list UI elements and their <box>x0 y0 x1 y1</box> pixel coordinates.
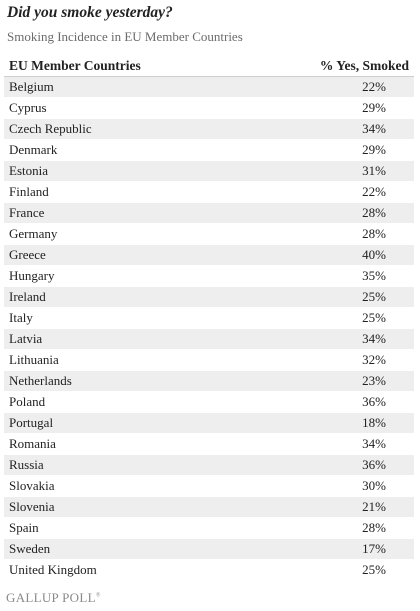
country-cell: Latvia <box>9 331 43 346</box>
value-cell: 23% <box>362 373 386 388</box>
value-cell: 22% <box>362 184 386 199</box>
country-cell: Cyprus <box>9 100 47 115</box>
table-row: United Kingdom 25% <box>4 560 414 581</box>
country-cell: Romania <box>9 436 56 451</box>
value-cell: 36% <box>362 457 386 472</box>
value-cell: 29% <box>362 142 386 157</box>
country-cell: Lithuania <box>9 352 59 367</box>
country-cell: Sweden <box>9 541 51 556</box>
value-cell: 17% <box>362 541 386 556</box>
gallup-logo-text: GALLUP POLL <box>6 590 96 605</box>
country-cell: United Kingdom <box>9 562 97 577</box>
value-cell: 31% <box>362 163 386 178</box>
table-row: Belgium 22% <box>4 77 414 98</box>
country-cell: Spain <box>9 520 39 535</box>
table-row: Sweden 17% <box>4 539 414 560</box>
value-cell: 18% <box>362 415 386 430</box>
table-row: Portugal 18% <box>4 413 414 434</box>
table-row: Germany 28% <box>4 224 414 245</box>
value-cell: 35% <box>362 268 386 283</box>
country-cell: Hungary <box>9 268 55 283</box>
table-row: Finland 22% <box>4 182 414 203</box>
gallup-logo-mark: ® <box>95 592 101 599</box>
country-cell: Germany <box>9 226 58 241</box>
value-cell: 34% <box>362 121 386 136</box>
table-row: Greece 40% <box>4 245 414 266</box>
value-cell: 25% <box>362 289 386 304</box>
country-cell: Czech Republic <box>9 121 92 136</box>
page-subtitle: Smoking Incidence in EU Member Countries <box>7 29 243 44</box>
table-row: Ireland 25% <box>4 287 414 308</box>
table-row: Slovenia 21% <box>4 497 414 518</box>
country-cell: Greece <box>9 247 46 262</box>
country-cell: Ireland <box>9 289 46 304</box>
table-row: Spain 28% <box>4 518 414 539</box>
column-header-country: EU Member Countries <box>9 58 141 73</box>
smoking-table: EU Member Countries % Yes, Smoked Belgiu… <box>4 54 414 581</box>
table-row: Lithuania 32% <box>4 350 414 371</box>
value-cell: 34% <box>362 436 386 451</box>
value-cell: 28% <box>362 226 386 241</box>
value-cell: 36% <box>362 394 386 409</box>
country-cell: Slovakia <box>9 478 55 493</box>
country-cell: Finland <box>9 184 49 199</box>
table-row: Romania 34% <box>4 434 414 455</box>
country-cell: Slovenia <box>9 499 55 514</box>
table-row: Cyprus 29% <box>4 98 414 119</box>
country-cell: Poland <box>9 394 46 409</box>
table-row: Poland 36% <box>4 392 414 413</box>
value-cell: 34% <box>362 331 386 346</box>
value-cell: 21% <box>362 499 386 514</box>
country-cell: Belgium <box>9 79 54 94</box>
value-cell: 25% <box>362 310 386 325</box>
gallup-logo: GALLUP POLL® <box>6 590 101 606</box>
value-cell: 30% <box>362 478 386 493</box>
value-cell: 22% <box>362 79 386 94</box>
country-cell: Netherlands <box>9 373 72 388</box>
country-cell: France <box>9 205 45 220</box>
table-header: EU Member Countries % Yes, Smoked <box>4 54 414 77</box>
column-header-value: % Yes, Smoked <box>319 58 409 73</box>
table-row: Italy 25% <box>4 308 414 329</box>
country-cell: Italy <box>9 310 33 325</box>
table-row: Czech Republic 34% <box>4 119 414 140</box>
table-row: Estonia 31% <box>4 161 414 182</box>
country-cell: Estonia <box>9 163 48 178</box>
table-body: Belgium 22% Cyprus 29% Czech Republic 34% Denm… <box>4 77 414 581</box>
page-title: Did you smoke yesterday? <box>7 4 173 21</box>
table-row: France 28% <box>4 203 414 224</box>
table-row: Slovakia 30% <box>4 476 414 497</box>
value-cell: 28% <box>362 520 386 535</box>
country-cell: Portugal <box>9 415 54 430</box>
table-row: Denmark 29% <box>4 140 414 161</box>
country-cell: Denmark <box>9 142 58 157</box>
table-row: Russia 36% <box>4 455 414 476</box>
value-cell: 29% <box>362 100 386 115</box>
value-cell: 28% <box>362 205 386 220</box>
country-cell: Russia <box>9 457 44 472</box>
table-row: Netherlands 23% <box>4 371 414 392</box>
value-cell: 25% <box>362 562 386 577</box>
table-row: Latvia 34% <box>4 329 414 350</box>
value-cell: 40% <box>362 247 386 262</box>
table-row: Hungary 35% <box>4 266 414 287</box>
value-cell: 32% <box>362 352 386 367</box>
